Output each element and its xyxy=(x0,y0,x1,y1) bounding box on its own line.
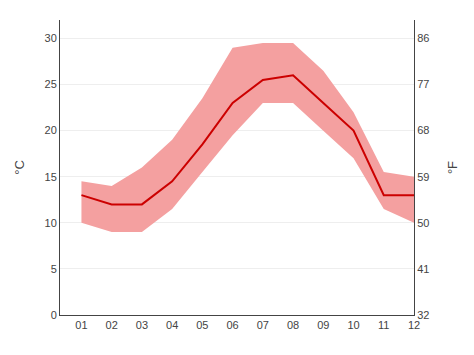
svg-text:05: 05 xyxy=(196,319,208,331)
svg-text:10: 10 xyxy=(45,217,57,229)
svg-text:10: 10 xyxy=(347,319,359,331)
svg-text:15: 15 xyxy=(45,171,57,183)
svg-text:09: 09 xyxy=(317,319,329,331)
svg-text:02: 02 xyxy=(106,319,118,331)
svg-text:12: 12 xyxy=(408,319,420,331)
svg-text:03: 03 xyxy=(136,319,148,331)
svg-text:59: 59 xyxy=(417,171,429,183)
svg-text:0: 0 xyxy=(51,309,57,321)
svg-text:86: 86 xyxy=(417,32,429,44)
svg-text:07: 07 xyxy=(257,319,269,331)
svg-text:68: 68 xyxy=(417,124,429,136)
svg-text:30: 30 xyxy=(45,32,57,44)
svg-text:5: 5 xyxy=(51,263,57,275)
svg-text:25: 25 xyxy=(45,78,57,90)
svg-text:41: 41 xyxy=(417,263,429,275)
svg-text:°F: °F xyxy=(445,161,460,174)
svg-text:11: 11 xyxy=(378,319,389,331)
svg-text:50: 50 xyxy=(417,217,429,229)
svg-text:08: 08 xyxy=(287,319,299,331)
svg-text:06: 06 xyxy=(226,319,238,331)
svg-text:20: 20 xyxy=(45,124,57,136)
svg-text:04: 04 xyxy=(166,319,178,331)
svg-text:01: 01 xyxy=(75,319,87,331)
svg-text:77: 77 xyxy=(417,78,429,90)
svg-text:°C: °C xyxy=(12,160,27,175)
svg-text:32: 32 xyxy=(417,309,429,321)
